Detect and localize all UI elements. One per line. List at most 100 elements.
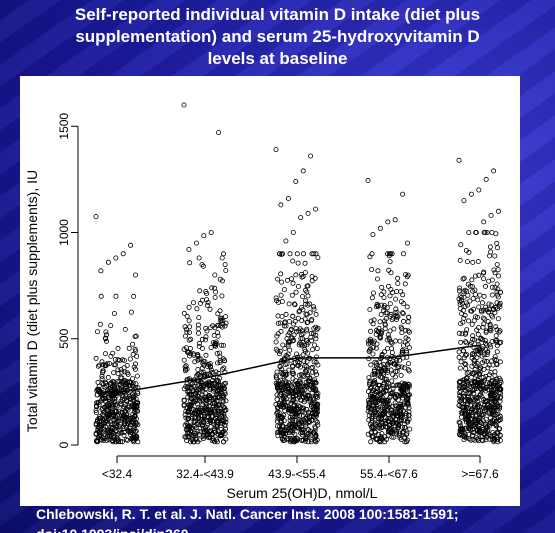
data-point	[381, 405, 387, 411]
data-point	[371, 371, 377, 377]
data-point	[277, 320, 283, 326]
data-point	[312, 438, 318, 444]
data-point	[472, 397, 478, 403]
data-point	[485, 402, 491, 408]
data-point	[294, 380, 300, 386]
data-point	[132, 366, 138, 372]
data-point	[404, 419, 410, 425]
data-point	[378, 311, 384, 317]
data-point	[374, 341, 380, 347]
data-point	[115, 357, 121, 363]
data-point	[405, 393, 411, 399]
data-point	[367, 254, 373, 260]
data-point	[484, 352, 490, 358]
data-point	[389, 390, 395, 396]
data-point	[479, 353, 485, 359]
data-point	[121, 429, 127, 435]
data-point	[279, 313, 285, 319]
data-point	[368, 424, 374, 430]
data-point	[99, 376, 105, 382]
data-point	[128, 422, 134, 428]
data-point	[206, 362, 212, 368]
data-point	[377, 382, 383, 388]
data-point	[200, 263, 206, 269]
data-point	[126, 429, 132, 435]
data-point	[470, 296, 476, 302]
data-point	[475, 258, 481, 264]
data-point	[311, 359, 317, 365]
data-point	[181, 403, 187, 409]
data-point	[497, 328, 503, 334]
data-point	[198, 356, 204, 362]
data-point	[200, 360, 206, 366]
data-point	[186, 329, 192, 335]
data-point	[192, 418, 198, 424]
data-point	[221, 428, 227, 434]
data-point	[385, 283, 391, 289]
data-point	[293, 289, 299, 295]
data-point	[188, 391, 194, 397]
x-tick-label-3: 55.4-<67.6	[360, 467, 418, 481]
data-point	[201, 416, 207, 422]
outlier-point	[312, 206, 318, 212]
data-point	[462, 352, 468, 358]
data-point	[199, 388, 205, 394]
data-point	[283, 352, 289, 358]
data-point	[99, 380, 105, 386]
data-point	[457, 420, 463, 426]
data-point	[119, 430, 125, 436]
data-point	[291, 396, 297, 402]
data-point	[494, 384, 500, 390]
data-point	[460, 404, 466, 410]
data-point	[376, 325, 382, 331]
data-point	[119, 369, 125, 375]
data-point	[487, 383, 493, 389]
data-point	[296, 386, 302, 392]
data-point	[219, 432, 225, 438]
data-point	[483, 416, 489, 422]
data-point	[122, 377, 128, 383]
data-point	[279, 279, 285, 285]
data-point	[219, 403, 225, 409]
data-point	[465, 281, 471, 287]
data-point	[483, 423, 489, 429]
data-point	[120, 424, 126, 430]
data-point	[370, 351, 376, 357]
data-point	[481, 384, 487, 390]
data-point	[403, 432, 409, 438]
data-point	[376, 396, 382, 402]
data-point	[184, 377, 190, 383]
data-point	[366, 400, 372, 406]
data-point	[110, 439, 116, 445]
data-point	[456, 385, 462, 391]
data-point	[484, 307, 490, 313]
data-point	[181, 310, 187, 316]
data-point	[103, 336, 109, 342]
data-point	[195, 366, 201, 372]
data-point	[187, 403, 193, 409]
data-point	[222, 262, 228, 268]
data-point	[196, 415, 202, 421]
data-point	[405, 319, 411, 325]
data-point	[399, 387, 405, 393]
data-point	[304, 367, 310, 373]
outlier-point	[93, 214, 99, 220]
data-point	[368, 318, 374, 324]
data-point	[105, 374, 111, 380]
data-point	[94, 404, 100, 410]
data-point	[126, 404, 132, 410]
data-point	[278, 292, 284, 298]
data-point	[462, 398, 468, 404]
data-point	[492, 253, 498, 259]
data-point	[496, 389, 502, 395]
outlier-point	[273, 147, 279, 153]
data-point	[309, 417, 315, 423]
data-point	[204, 328, 210, 334]
data-point	[470, 333, 476, 339]
data-point	[388, 286, 394, 292]
data-point	[457, 398, 463, 404]
data-point	[469, 321, 475, 327]
data-point	[278, 414, 284, 420]
data-point	[393, 428, 399, 434]
data-point	[199, 345, 205, 351]
